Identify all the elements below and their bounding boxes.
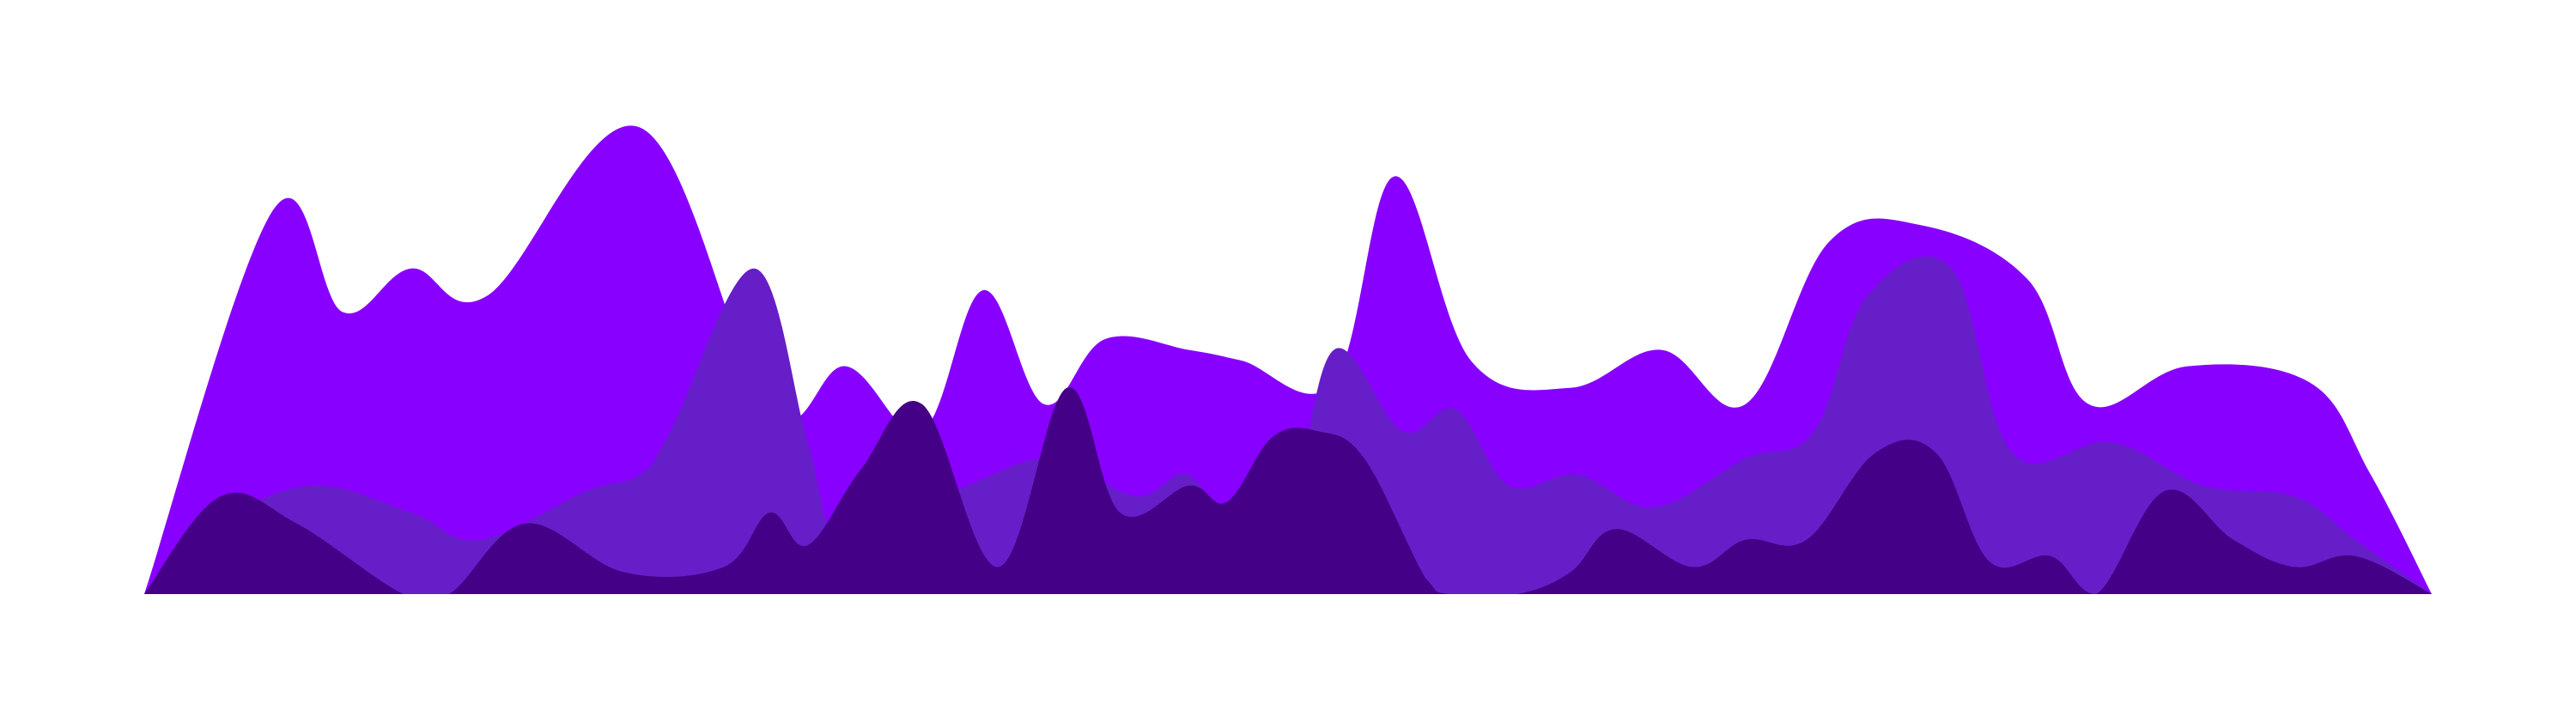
plot-area [144,125,2432,595]
area-series-3 [144,387,2432,594]
